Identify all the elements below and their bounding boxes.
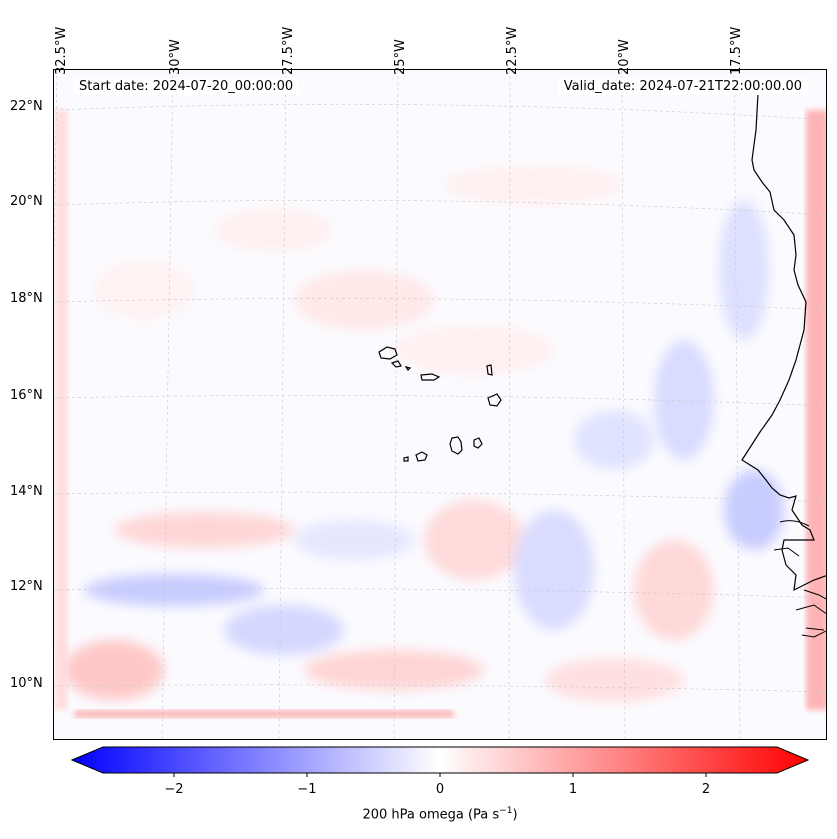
colorbar-tick-neg1: −1	[297, 782, 317, 797]
colorbar-tick-0: 0	[435, 782, 445, 797]
coastline-inlets	[773, 520, 826, 638]
colorbar-body	[70, 746, 810, 774]
colorbar-tick-1: 1	[568, 782, 578, 797]
lon-label-25w: 25°W	[393, 39, 408, 75]
west-boundary-strip	[54, 110, 68, 710]
lon-label-32-5w: 32.5°W	[54, 26, 69, 75]
colorbar-label: 200 hPa omega (Pa s−1)	[362, 806, 518, 823]
lon-label-30w: 30°W	[168, 39, 183, 75]
lat-label-14n: 14°N	[10, 484, 43, 499]
lat-label-20n: 20°N	[10, 194, 43, 209]
map-panel: Start date: 2024-07-20_00:00:00 Valid_da…	[53, 69, 827, 740]
lon-label-17-5w: 17.5°W	[729, 26, 744, 75]
lat-label-18n: 18°N	[10, 291, 43, 306]
omega-field-map	[54, 70, 826, 739]
lat-label-12n: 12°N	[10, 579, 43, 594]
lat-label-16n: 16°N	[10, 388, 43, 403]
colorbar-tick-marks	[173, 773, 707, 777]
colorbar-tick-neg2: −2	[164, 782, 184, 797]
lat-label-22n: 22°N	[10, 99, 43, 114]
south-boundary-strip	[74, 710, 454, 718]
lon-label-27-5w: 27.5°W	[281, 26, 296, 75]
graticule	[54, 70, 826, 739]
cape-verde-islands	[378, 346, 502, 462]
colorbar-tick-2: 2	[701, 782, 711, 797]
east-boundary-strip	[806, 110, 826, 710]
omega-patches	[64, 165, 784, 702]
start-date-label: Start date: 2024-07-20_00:00:00	[73, 78, 300, 95]
lat-label-10n: 10°N	[10, 676, 43, 691]
lon-label-20w: 20°W	[617, 39, 632, 75]
lon-label-22-5w: 22.5°W	[505, 26, 520, 75]
africa-coastline	[741, 93, 826, 592]
valid-date-label: Valid_date: 2024-07-21T22:00:00.00	[557, 78, 808, 95]
